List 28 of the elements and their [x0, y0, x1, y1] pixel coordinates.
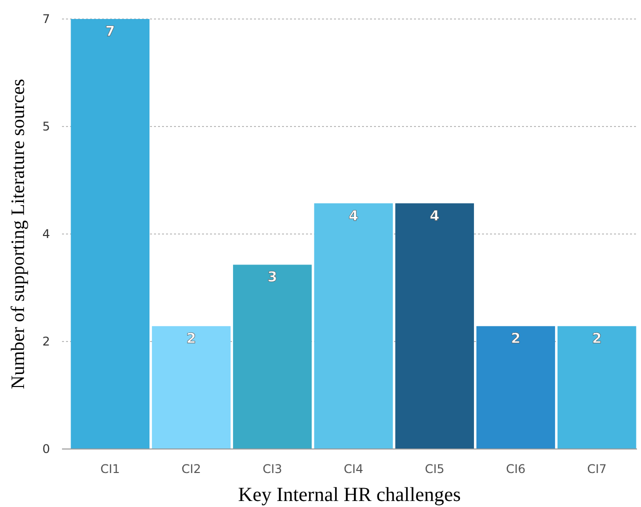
data-label: 4 — [348, 208, 359, 224]
x-tick-label: CI6 — [506, 462, 526, 476]
bar — [152, 326, 231, 449]
bar — [476, 326, 556, 449]
data-label: 2 — [186, 331, 196, 348]
y-axis-title: Number of supporting Literature sources — [8, 78, 29, 390]
data-label: 3 — [268, 270, 278, 286]
y-tick-label: 4 — [42, 227, 50, 242]
bar — [233, 264, 312, 449]
y-tick-label: 5 — [42, 120, 50, 134]
bar — [70, 19, 150, 449]
y-tick-label: 2 — [42, 334, 50, 349]
bar — [558, 326, 636, 449]
bar — [395, 203, 474, 449]
x-tick-label: CI3 — [262, 462, 282, 476]
x-tick-label: CI2 — [181, 462, 202, 476]
bar — [314, 203, 393, 449]
x-axis-title: Key Internal HR challenges — [238, 484, 462, 506]
data-label: 2 — [510, 331, 521, 348]
x-tick-label: CI7 — [587, 462, 607, 476]
x-tick-label: CI5 — [424, 462, 444, 476]
y-tick-label: 7 — [42, 12, 50, 26]
x-tick-label: CI4 — [344, 462, 364, 476]
data-label: 7 — [105, 24, 116, 40]
data-label: 4 — [430, 208, 440, 224]
y-tick-label: 0 — [42, 442, 50, 456]
data-label: 2 — [592, 331, 602, 348]
x-tick-label: CI1 — [100, 462, 120, 476]
